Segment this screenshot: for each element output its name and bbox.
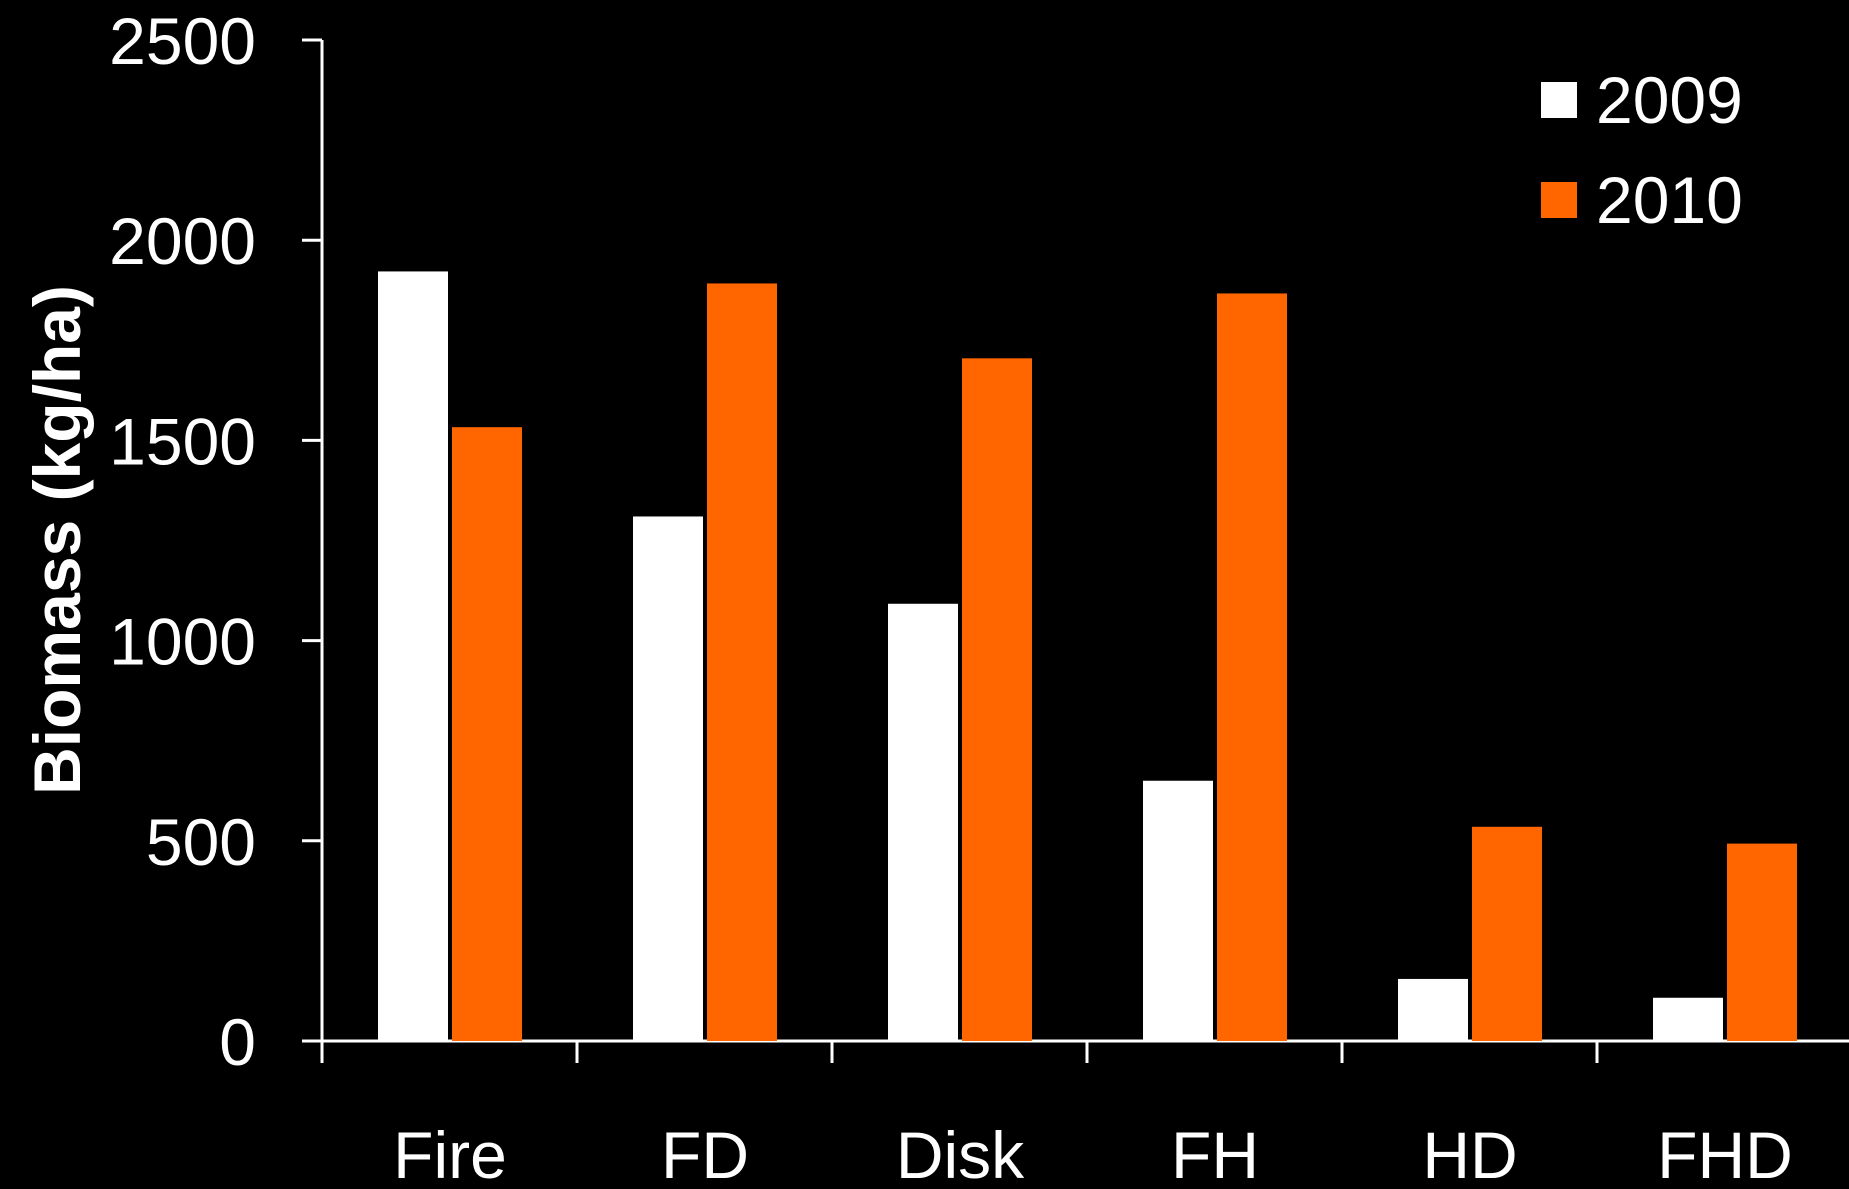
bar-2010-fd — [707, 283, 777, 1041]
x-tick-label: Fire — [393, 1118, 507, 1184]
legend-label: 2010 — [1596, 163, 1743, 237]
bar-2010-fire — [452, 427, 522, 1042]
bar-2009-fire — [378, 271, 448, 1041]
y-tick-label: 1000 — [109, 605, 256, 679]
y-tick-labels: 0 500 1000 1500 2000 2500 — [109, 4, 256, 1079]
y-tick-label: 0 — [219, 1005, 256, 1079]
legend-swatch-2009 — [1541, 82, 1577, 118]
y-tick-label: 500 — [146, 805, 256, 879]
legend-label: 2009 — [1596, 63, 1743, 137]
y-axis-title: Biomass (kg/ha) — [20, 285, 94, 795]
x-tick-label: FH — [1171, 1118, 1259, 1184]
bars-group — [378, 271, 1797, 1042]
x-tick-label: Disk — [896, 1118, 1025, 1184]
y-tick-label: 1500 — [109, 404, 256, 478]
x-tick-label: FD — [661, 1118, 749, 1184]
x-tick-label: HD — [1422, 1118, 1517, 1184]
bar-2010-disk — [962, 358, 1032, 1041]
y-tick-label: 2500 — [109, 4, 256, 78]
bar-2010-hd — [1472, 826, 1542, 1041]
bar-2009-fhd — [1653, 997, 1723, 1041]
legend: 2009 2010 — [1541, 63, 1743, 237]
bar-2009-hd — [1398, 978, 1468, 1041]
bar-2009-fh — [1143, 780, 1213, 1041]
bar-2010-fh — [1217, 293, 1287, 1041]
y-tick-label: 2000 — [109, 204, 256, 278]
x-axis — [302, 1039, 1849, 1063]
x-tick-label: FHD — [1657, 1118, 1793, 1184]
bar-2009-disk — [888, 603, 958, 1041]
legend-swatch-2010 — [1541, 182, 1577, 218]
bar-2010-fhd — [1727, 843, 1797, 1041]
x-tick-labels: Fire FD Disk FH HD FHD — [393, 1118, 1793, 1189]
bar-2009-fd — [633, 516, 703, 1041]
